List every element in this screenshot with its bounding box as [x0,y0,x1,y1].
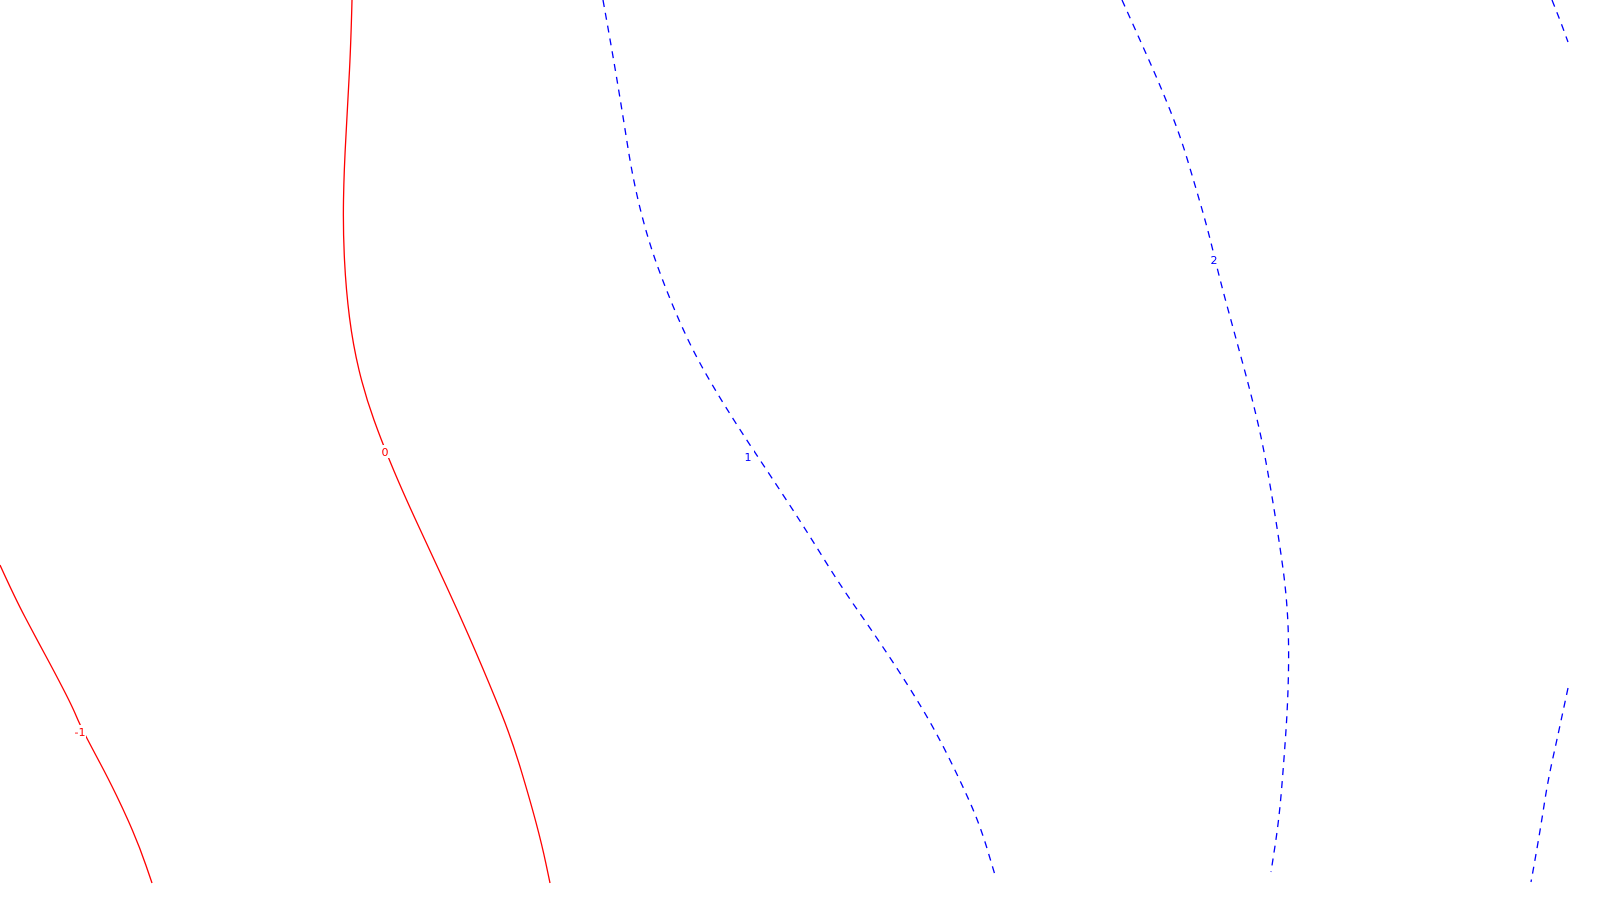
contour-label-level-0: 0 [382,446,389,459]
contour-line-level-1 [602,0,996,876]
contour-line-level-0 [342,0,551,884]
contour-label-bg [379,445,391,458]
contour-line-level-3 [1551,0,1569,43]
contour-label-bg [74,725,86,738]
contour-label-bg [742,450,754,463]
contour-label-level-1: 1 [745,451,752,464]
contour-line-level-neg1 [0,564,153,884]
contour-line-level-2 [1121,0,1290,873]
contour-label-bg [1208,253,1220,266]
contour-line-level-3-seg1 [1530,687,1569,883]
contour-label-level-2: 2 [1211,254,1218,267]
contour-label-level-neg1: -1 [75,726,86,739]
